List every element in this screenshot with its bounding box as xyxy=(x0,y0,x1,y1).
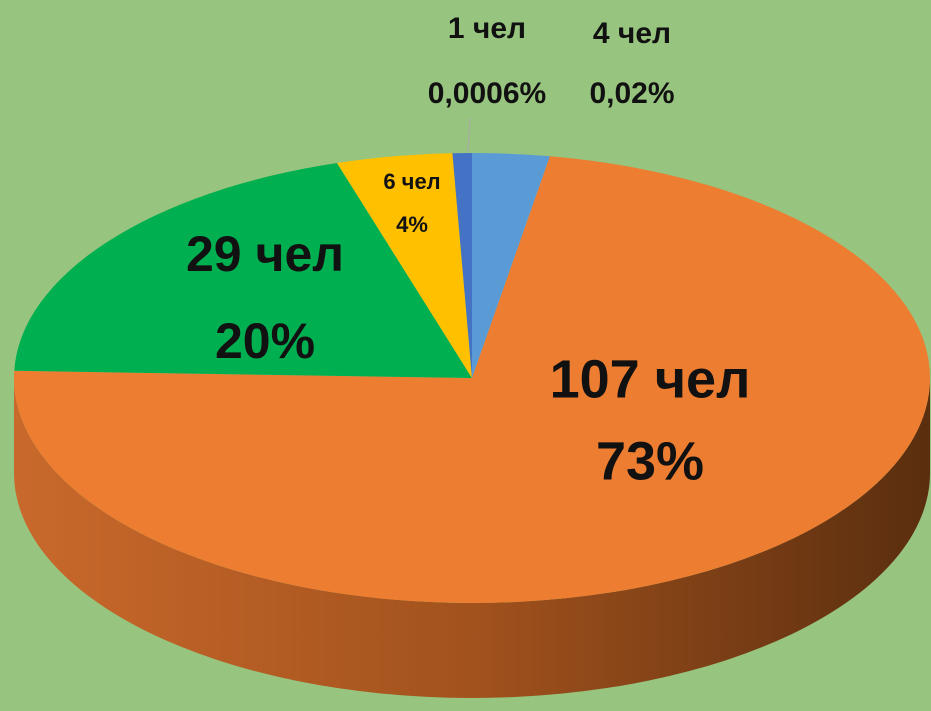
value-label: 107 чел xyxy=(550,349,751,409)
percent-label: 4% xyxy=(396,212,428,237)
slice xyxy=(452,153,472,378)
slice xyxy=(14,162,472,378)
value-label: 6 чел xyxy=(383,169,440,194)
slice-side xyxy=(14,378,930,698)
percent-label: 20% xyxy=(215,313,315,369)
leader-line xyxy=(467,117,471,153)
percent-label: 0,0006% xyxy=(428,77,546,110)
percent-label: 73% xyxy=(596,431,704,491)
value-label: 29 чел xyxy=(186,226,344,282)
value-label: 4 чел xyxy=(593,17,671,50)
slice xyxy=(13,156,930,603)
percent-label: 0,02% xyxy=(589,77,674,110)
value-label: 1 чел xyxy=(448,12,526,45)
slice xyxy=(337,153,472,378)
slice xyxy=(472,153,550,378)
